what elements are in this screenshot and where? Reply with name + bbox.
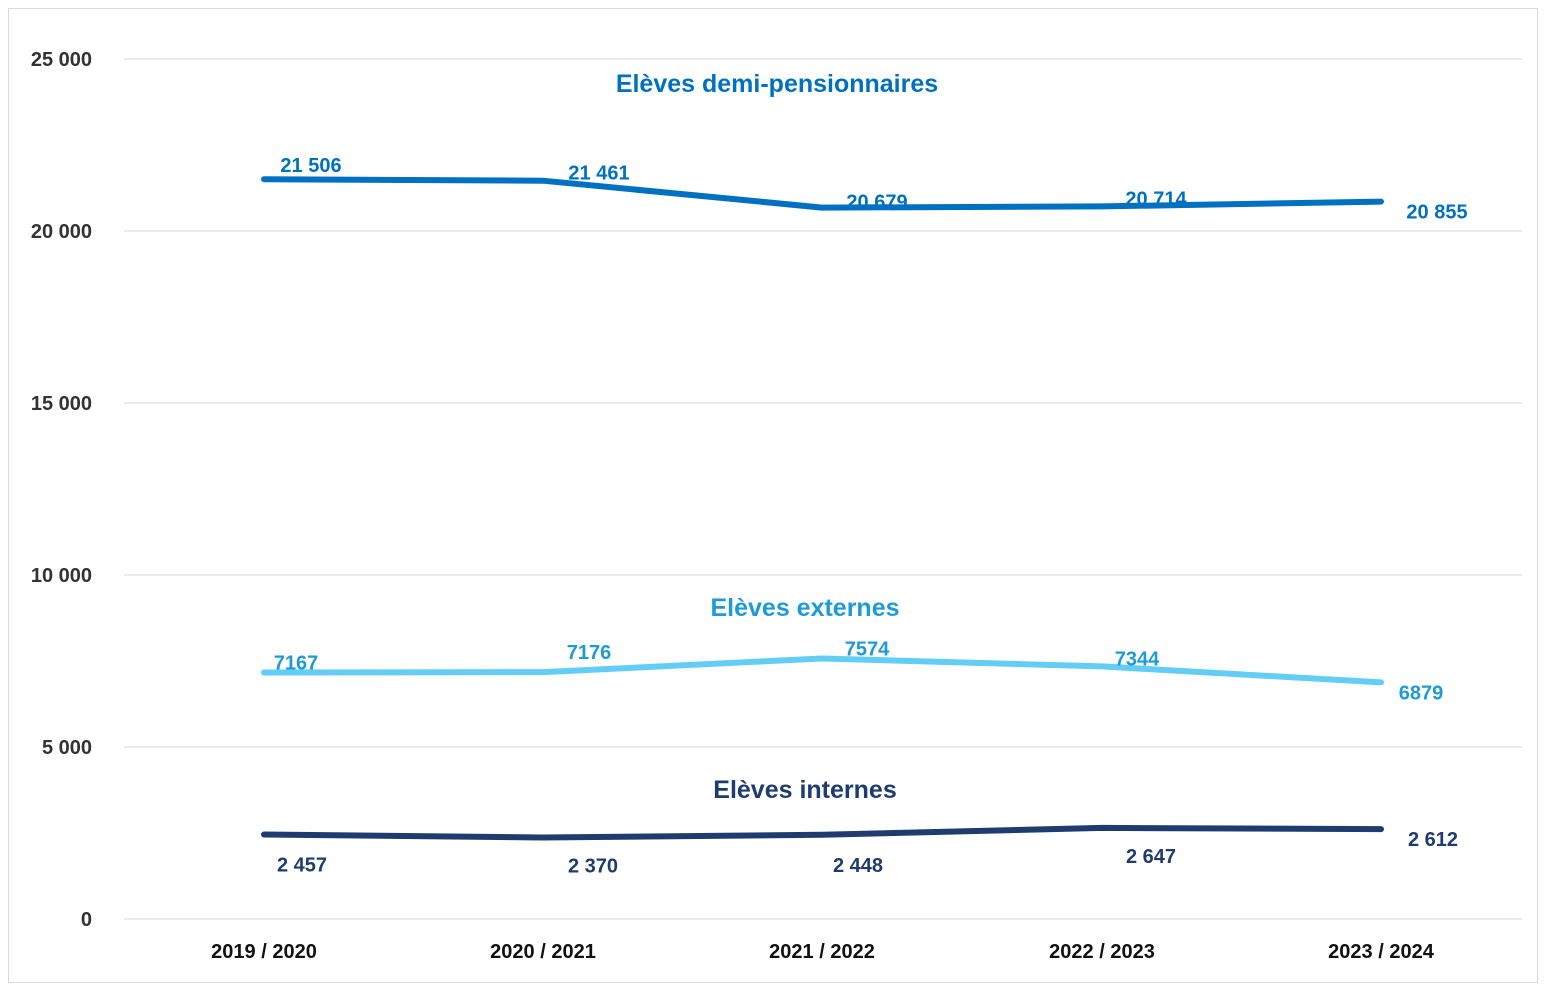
series-name-label: Elèves externes	[710, 594, 899, 622]
data-label: 6879	[1399, 682, 1444, 704]
data-label: 2 370	[568, 855, 618, 877]
data-label: 7176	[567, 642, 612, 664]
series-line	[264, 179, 1381, 207]
data-label: 7167	[274, 652, 319, 674]
data-label: 7344	[1115, 648, 1160, 670]
data-label: 2 457	[277, 854, 327, 876]
data-label: 21 461	[568, 163, 629, 185]
x-tick-label: 2022 / 2023	[1049, 941, 1155, 963]
x-tick-label: 2021 / 2022	[769, 941, 875, 963]
data-label: 2 612	[1408, 829, 1458, 851]
x-tick-label: 2020 / 2021	[490, 941, 596, 963]
series-name-label: Elèves demi-pensionnaires	[616, 70, 938, 98]
data-label: 20 714	[1125, 188, 1187, 210]
y-tick-label: 10 000	[31, 565, 92, 587]
x-tick-label: 2023 / 2024	[1328, 941, 1435, 963]
data-label: 20 679	[846, 192, 907, 214]
y-tick-label: 15 000	[31, 393, 92, 415]
y-tick-label: 5 000	[42, 737, 92, 759]
series-line	[264, 828, 1381, 838]
data-label: 2 448	[833, 855, 883, 877]
y-tick-label: 0	[81, 909, 92, 931]
data-label: 20 855	[1406, 202, 1467, 224]
y-tick-label: 20 000	[31, 221, 92, 243]
data-label: 7574	[845, 638, 890, 660]
data-label: 21 506	[280, 155, 341, 177]
series-name-label: Elèves internes	[713, 776, 896, 804]
series-line	[264, 659, 1381, 683]
data-label: 2 647	[1126, 846, 1176, 868]
y-tick-label: 25 000	[31, 49, 92, 71]
x-tick-label: 2019 / 2020	[211, 941, 317, 963]
